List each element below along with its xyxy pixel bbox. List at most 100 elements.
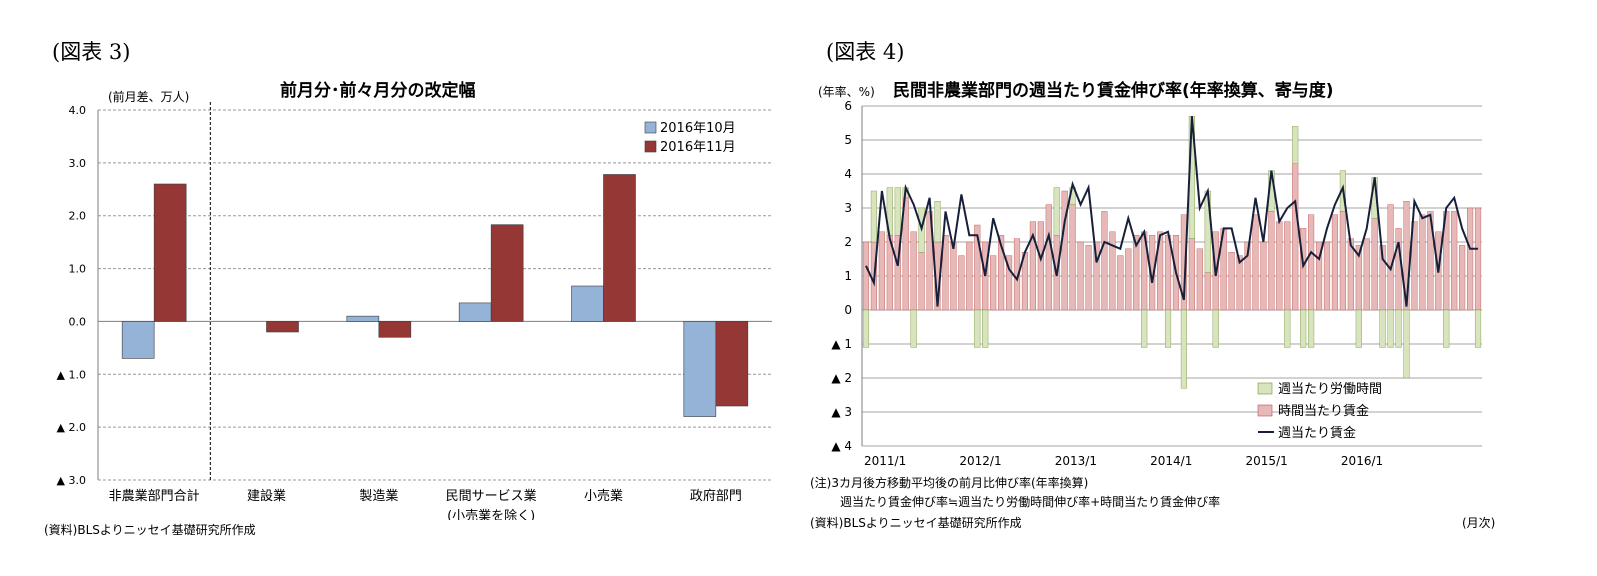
y-tick-label: 0.0 <box>69 315 87 328</box>
hours-bar <box>974 309 981 348</box>
x-tick-label: 民間サービス業 <box>446 488 537 504</box>
wage-bar <box>950 241 957 311</box>
hours-bar <box>1308 309 1315 348</box>
legend-label: 週当たり賃金 <box>1278 425 1356 441</box>
wage-bar <box>1284 221 1291 311</box>
wage-bar <box>1315 241 1323 311</box>
source-note-right: (資料)BLSよりニッセイ基礎研究所作成 <box>810 516 1022 530</box>
hours-bar <box>894 187 901 236</box>
hours-bar <box>1292 126 1299 165</box>
source-note-left: (資料)BLSよりニッセイ基礎研究所作成 <box>44 523 256 537</box>
wage-bar <box>1157 231 1164 311</box>
y-tick-label: 3.0 <box>69 157 87 170</box>
legend-label: 時間当たり賃金 <box>1278 403 1369 419</box>
wage-bar <box>990 255 997 311</box>
hours-bar <box>1395 309 1402 348</box>
wage-bar <box>1101 211 1108 311</box>
hours-bar <box>1300 309 1307 348</box>
legend-label: 週当たり労働時間 <box>1278 382 1382 397</box>
wage-bar <box>1308 214 1315 311</box>
weekly-wage-series-line <box>865 116 1478 307</box>
wage-bar <box>1085 245 1092 311</box>
wage-bar <box>1188 238 1195 311</box>
wage-bar <box>998 234 1005 311</box>
wage-bar <box>1451 211 1458 311</box>
legend: 2016年10月 2016年11月 <box>644 121 736 155</box>
wage-bar <box>1323 241 1331 311</box>
wage-bar <box>1252 214 1259 311</box>
hours-bar <box>982 309 989 348</box>
wage-bar <box>1117 255 1124 311</box>
x-tick-label: 非農業部門合計 <box>109 488 200 504</box>
y-tick-label: ▲ 3 <box>831 405 852 419</box>
wage-bar <box>1467 207 1474 311</box>
weekly-wage-line <box>865 116 1478 307</box>
wage-bar <box>1109 231 1116 311</box>
wage-bar <box>1411 221 1418 311</box>
wage-bar <box>1268 211 1275 311</box>
hours-bar <box>1164 309 1172 348</box>
hours-bar <box>1474 309 1482 348</box>
wage-bar <box>1260 241 1267 311</box>
wage-bar <box>1037 221 1044 311</box>
figure-label-3: (図表 3) <box>52 40 131 64</box>
y-tick-label: ▲ 1 <box>831 337 852 351</box>
wage-bar <box>1196 248 1203 311</box>
y-tick-label: 1.0 <box>69 263 87 276</box>
bars <box>121 174 749 417</box>
bar <box>153 183 187 322</box>
wage-bar <box>1292 163 1299 311</box>
x-tick-label: 小売業 <box>584 488 623 504</box>
wage-bar <box>966 241 973 311</box>
legend-swatch <box>1257 382 1273 395</box>
hours-bar <box>910 309 917 348</box>
bar <box>121 321 155 359</box>
wage-bar <box>1363 238 1370 311</box>
hours-bar <box>1141 309 1148 348</box>
y-tick-label: 4 <box>844 167 852 181</box>
wage-bar <box>1276 221 1283 311</box>
hours-bar <box>1284 309 1291 348</box>
wage-bar <box>926 211 933 311</box>
bar <box>266 321 299 333</box>
hours-bar <box>1443 309 1450 348</box>
wage-bar <box>1427 211 1434 311</box>
wage-bar <box>1204 272 1211 311</box>
wage-bar <box>1045 204 1052 311</box>
bar <box>346 315 380 322</box>
wage-bar <box>1133 234 1140 311</box>
figure-label-4: (図表 4) <box>826 40 905 64</box>
bar <box>603 174 636 322</box>
wage-bar <box>958 255 965 311</box>
gridlines <box>97 109 772 481</box>
wage-bar <box>1474 207 1482 311</box>
bar <box>715 321 749 407</box>
x-tick-labels: 2011/1 2012/1 2013/1 2014/1 2015/1 2016/1 <box>864 454 1383 468</box>
wage-bar <box>1093 241 1100 311</box>
wage-bar <box>878 231 885 311</box>
bar <box>571 285 604 322</box>
y-axis-unit-label: (前月差、万人) <box>108 90 190 104</box>
wage-bar <box>1331 214 1339 311</box>
y-tick-label: 3 <box>844 201 852 215</box>
wage-bar <box>1236 255 1243 311</box>
legend-label: 2016年11月 <box>660 140 736 155</box>
wage-bar <box>1077 241 1084 311</box>
note-line-1: (注)3カ月後方移動平均後の前月比伸び率(年率換算) <box>810 476 1089 490</box>
y-tick-label: ▲ 2.0 <box>57 421 86 434</box>
y-tick-labels: 6 5 4 3 2 1 0 ▲ 1 ▲ 2 ▲ 3 ▲ 4 <box>831 99 852 453</box>
y-tick-label: 2.0 <box>69 210 87 223</box>
wage-bar <box>1069 204 1076 311</box>
wage-bar <box>1244 241 1251 311</box>
bar <box>490 224 524 322</box>
chart-title-revisions: 前月分･前々月分の改定幅 <box>280 81 476 101</box>
wage-bar <box>1419 214 1426 311</box>
hours-bar <box>1355 309 1362 348</box>
hours-bar <box>934 200 941 243</box>
hours-bar <box>870 190 877 243</box>
hours-bar <box>1387 309 1394 348</box>
x-tick-label: 2011/1 <box>864 454 906 468</box>
wage-bar <box>1029 221 1036 311</box>
wage-bar <box>942 234 949 311</box>
hours-bar <box>1403 309 1410 379</box>
